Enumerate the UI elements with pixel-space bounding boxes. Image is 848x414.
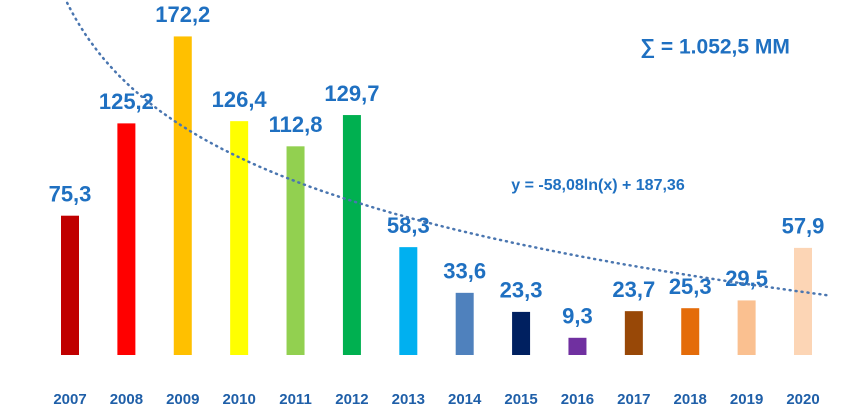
x-tick-label: 2018: [674, 391, 707, 408]
sum-annotation: ∑ = 1.052,5 MM: [640, 36, 790, 59]
bar: [624, 311, 643, 355]
x-tick-label: 2011: [279, 391, 312, 408]
bar: [399, 247, 418, 355]
x-tick-label: 2013: [392, 391, 425, 408]
x-tick-label: 2015: [504, 391, 537, 408]
value-label: 29,5: [725, 266, 768, 291]
value-label: 57,9: [782, 214, 825, 239]
x-tick-label: 2016: [561, 391, 594, 408]
x-tick-label: 2012: [335, 391, 368, 408]
bar: [117, 123, 136, 355]
bar: [173, 36, 192, 356]
value-label: 23,7: [612, 277, 655, 302]
value-label: 9,3: [562, 304, 593, 329]
value-label: 25,3: [669, 274, 712, 299]
bar: [794, 247, 812, 355]
value-label: 125,2: [99, 89, 154, 114]
bar: [342, 115, 361, 356]
value-label: 33,6: [443, 259, 486, 284]
bar: [61, 215, 79, 355]
bar: [737, 300, 756, 355]
value-label: 112,8: [269, 112, 323, 137]
bar: [568, 337, 587, 355]
bar: [230, 121, 249, 355]
x-tick-label: 2020: [786, 391, 819, 408]
x-tick-label: 2008: [110, 391, 143, 408]
value-label: 129,7: [324, 81, 379, 106]
value-label: 172,2: [155, 2, 210, 27]
x-tick-label: 2019: [730, 391, 763, 408]
bar: [681, 308, 700, 355]
x-tick-label: 2007: [53, 391, 86, 408]
trendline: [65, 1, 830, 297]
trendline-equation: y = -58,08ln(x) + 187,36: [511, 177, 685, 194]
x-tick-label: 2010: [222, 391, 255, 408]
bar: [286, 146, 305, 355]
x-tick-label: 2017: [617, 391, 650, 408]
bar: [455, 292, 474, 355]
value-label: 75,3: [49, 182, 92, 207]
value-label: 23,3: [500, 278, 543, 303]
x-tick-label: 2009: [166, 391, 199, 408]
value-label: 126,4: [212, 87, 268, 112]
bar: [512, 311, 531, 355]
x-tick-label: 2014: [448, 391, 482, 408]
